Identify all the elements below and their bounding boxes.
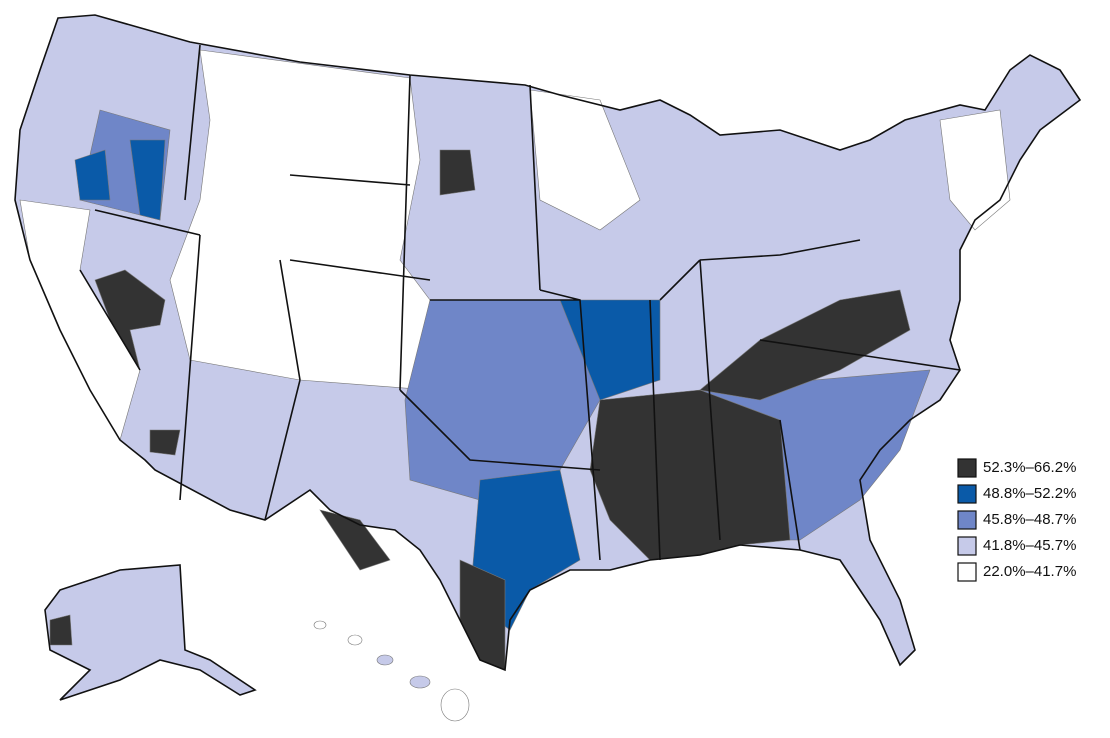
region-mountain <box>169 49 431 391</box>
region-idaho <box>74 149 111 201</box>
legend-label: 45.8%–48.7% <box>983 511 1076 528</box>
state-borders <box>14 14 1082 701</box>
region-upper-midwest <box>529 89 641 231</box>
legend-label: 48.8%–52.2% <box>983 485 1076 502</box>
hawaii-island <box>440 688 470 722</box>
legend-swatch <box>957 562 977 582</box>
legend: 52.3%–66.2% 48.8%–52.2% 45.8%–48.7% 41.8… <box>957 458 1076 582</box>
legend-label: 22.0%–41.7% <box>983 563 1076 580</box>
state-border <box>79 44 961 561</box>
county-layer <box>14 14 1081 722</box>
hawaii-island <box>376 654 394 666</box>
alaska-border <box>44 564 257 701</box>
hawaii-island <box>409 675 431 689</box>
region-dakota <box>439 149 476 196</box>
legend-swatch <box>957 458 977 478</box>
region-arizona <box>149 429 181 456</box>
legend-label: 52.3%–66.2% <box>983 459 1076 476</box>
hawaii-island <box>347 634 363 646</box>
legend-swatch <box>957 536 977 556</box>
region-northeast <box>939 109 1011 231</box>
alaska-dark <box>49 614 73 646</box>
legend-label: 41.8%–45.7% <box>983 537 1076 554</box>
region-ozarks <box>559 299 661 401</box>
legend-swatch <box>957 484 977 504</box>
region-appalachia <box>699 289 911 401</box>
legend-swatch <box>957 510 977 530</box>
national-border <box>14 14 1082 672</box>
region-rio-grande <box>319 509 391 571</box>
region-oregon-east <box>129 139 166 221</box>
hawaii-island <box>313 620 327 630</box>
